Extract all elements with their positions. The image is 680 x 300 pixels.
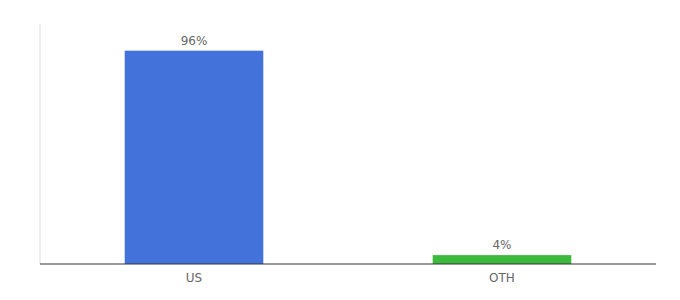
x-tick-label: US [186,271,202,285]
chart: US OTH 96% 4% [0,0,680,300]
y-axis-line [40,24,41,264]
data-label: 4% [492,238,511,252]
x-axis-line [40,264,656,265]
data-label: 96% [181,34,208,48]
x-tick-label: OTH [489,271,515,285]
bar [125,51,264,264]
bars [125,51,572,264]
chart-container: US OTH 96% 4% [0,0,680,300]
bar [433,255,572,264]
